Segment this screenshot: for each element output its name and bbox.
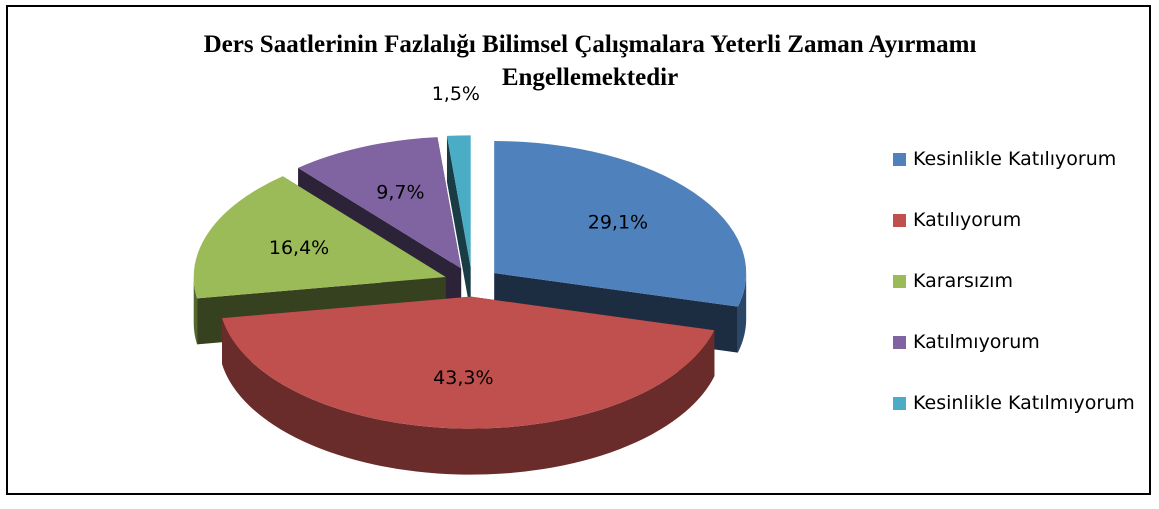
data-label: 16,4% <box>269 237 329 259</box>
legend-item: Kesinlikle Katılıyorum <box>893 145 1143 206</box>
slice <box>446 135 471 268</box>
legend: Kesinlikle Katılıyorum Katılıyorum Kararsı… <box>893 145 1143 450</box>
chart-title: Ders Saatlerinin Fazlalığı Bilimsel Çalı… <box>203 31 977 91</box>
legend-label: Kesinlikle Katılıyorum <box>913 148 1117 170</box>
data-label: 9,7% <box>376 182 424 204</box>
legend-label: Katılmıyorum <box>913 331 1040 353</box>
legend-item: Katılmıyorum <box>893 328 1143 389</box>
legend-swatch <box>893 397 906 410</box>
legend-swatch <box>893 336 906 349</box>
chart-frame <box>6 5 1151 495</box>
slice-side <box>193 276 198 345</box>
slice <box>494 141 747 307</box>
legend-swatch <box>893 275 906 288</box>
data-label: 1,5% <box>432 83 480 105</box>
legend-swatch <box>893 153 906 166</box>
slice-side <box>222 318 715 475</box>
legend-item: Katılıyorum <box>893 206 1143 267</box>
slice-wall <box>446 135 471 314</box>
slice <box>222 296 715 429</box>
slice <box>193 176 446 299</box>
legend-swatch <box>893 214 906 227</box>
data-label: 43,3% <box>433 367 493 389</box>
legend-label: Kesinlikle Katılmıyorum <box>913 392 1135 414</box>
legend-label: Katılıyorum <box>913 209 1022 231</box>
legend-item: Kesinlikle Katılmıyorum <box>893 389 1143 450</box>
data-label: 29,1% <box>588 212 648 234</box>
slice-side <box>737 273 747 353</box>
legend-label: Kararsızım <box>913 270 1013 292</box>
legend-item: Kararsızım <box>893 267 1143 328</box>
slice <box>298 137 462 269</box>
